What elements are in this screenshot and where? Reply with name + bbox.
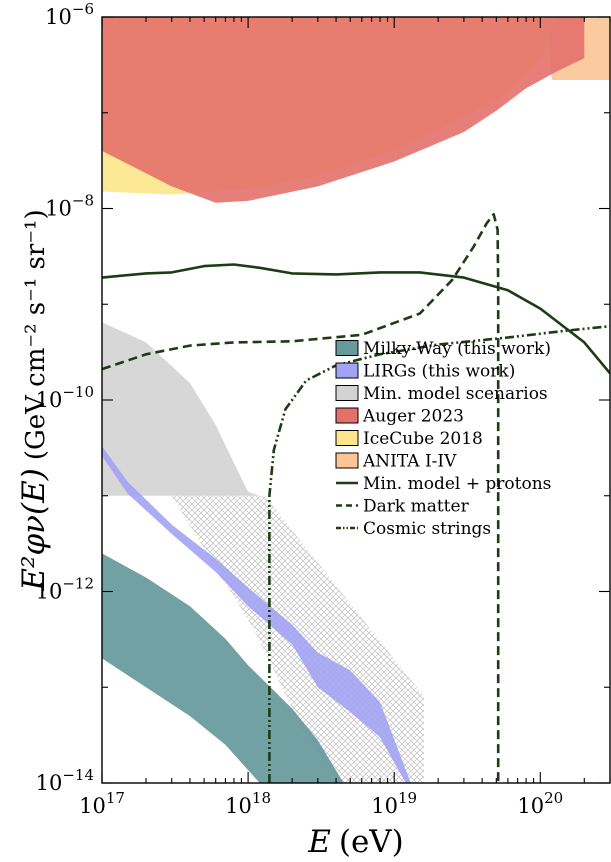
x-tick-label: 1019 [371,789,417,818]
band-lirgs-this-work [102,446,411,783]
x-tick-labels: 1017 1018 1019 1020 [79,789,563,818]
x-tick-label: 1017 [79,789,125,818]
legend-swatch [335,362,359,379]
legend-item-cosmic-strings: Cosmic strings [336,519,491,539]
y-tick-label: 10−10 [36,383,94,412]
legend-swatch [335,430,359,446]
legend-item-icecube-2018: IceCube 2018 [335,429,483,449]
legend-label: Cosmic strings [363,519,491,539]
legend-item-dark-matter: Dark matter [336,497,470,517]
x-tick-label: 1020 [517,789,563,818]
legend-label: Milky-Way (this work) [363,339,551,359]
y-tick-label: 10−6 [45,0,94,29]
legend-label: LIRGs (this work) [363,362,515,382]
line-min-model-protons [102,263,610,375]
x-tick-label: 1018 [225,789,271,818]
y-tick-labels: 10−14 10−12 10−10 10−8 10−6 [36,0,94,795]
legend-label: ANITA I-IV [362,452,457,472]
legend-label: Min. model scenarios [363,384,548,404]
x-axis-title: E (eV) [307,824,404,860]
y-tick-label: 10−12 [36,575,94,604]
legend-swatch [335,407,359,424]
legend: Milky-Way (this work)LIRGs (this work)Mi… [335,339,551,539]
legend-label: Dark matter [363,497,470,517]
legend-label: IceCube 2018 [363,429,483,449]
legend-label: Auger 2023 [362,407,464,427]
y-tick-label: 10−8 [45,192,94,221]
legend-item-min-model-protons: Min. model + protons [336,474,551,494]
legend-item-milky-way-this-work: Milky-Way (this work) [335,339,551,359]
line-dark-matter [102,213,500,783]
x-axis-title-unit: (eV) [339,824,404,860]
band-auger-2023 [102,17,585,203]
legend-item-anita-i-iv: ANITA I-IV [335,452,457,472]
legend-item-auger-2023: Auger 2023 [335,407,464,427]
legend-swatch [335,452,359,469]
legend-swatch [335,340,359,356]
legend-label: Min. model + protons [363,474,551,494]
y-axis-title-unit: (GeV cm⁻² s⁻¹ sr⁻¹) [21,209,51,460]
band-min-model-scenarios [102,322,260,496]
legend-item-min-model-scenarios: Min. model scenarios [335,384,548,404]
plot-areas [102,17,610,783]
legend-swatch [335,385,359,401]
y-axis-title: E²φν(E) (GeV cm⁻² s⁻¹ sr⁻¹) [16,209,52,591]
legend-item-lirgs-this-work: LIRGs (this work) [335,362,515,382]
y-tick-label: 10−14 [36,766,94,795]
axis-ticks [101,16,611,784]
x-axis-title-main: E [307,824,331,860]
band-milky-way-this-work [102,553,344,783]
y-axis-title-main: E²φν(E) [16,468,52,591]
